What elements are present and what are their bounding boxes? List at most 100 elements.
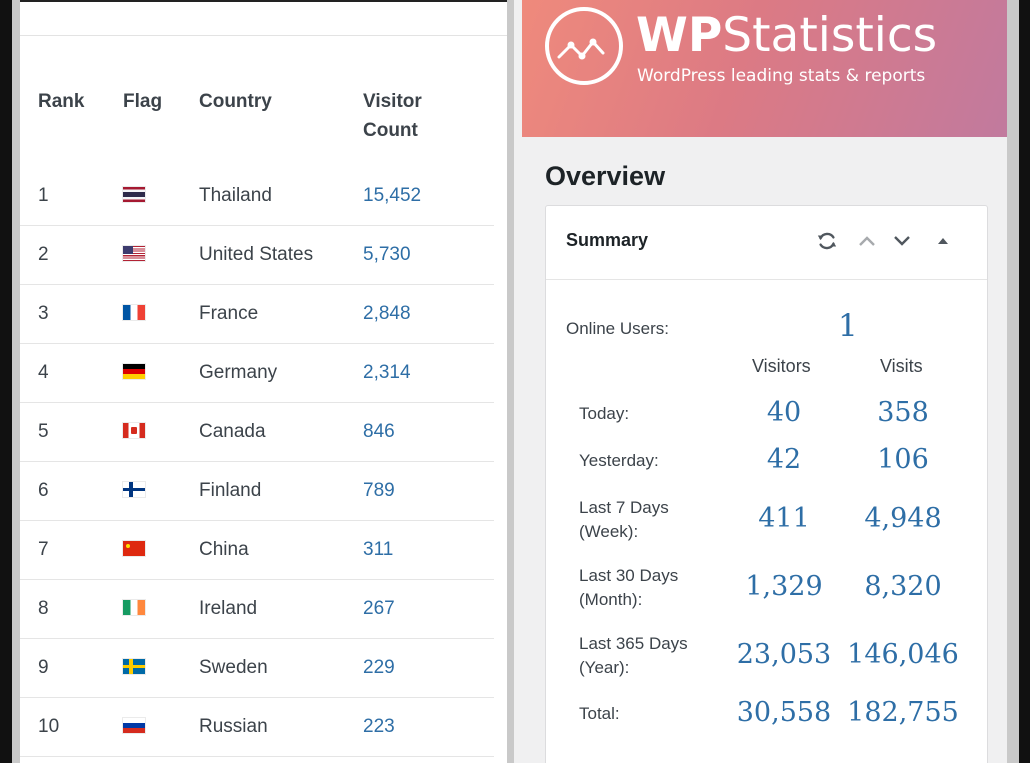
flag-sweden-icon — [123, 659, 145, 674]
rank-cell: 2 — [20, 225, 123, 285]
flag-russia-icon — [123, 718, 145, 733]
country-cell: France — [199, 284, 363, 344]
rank-cell: 6 — [20, 461, 123, 521]
today-visits[interactable]: 358 — [877, 397, 929, 428]
last-365-days-visits[interactable]: 146,046 — [847, 639, 959, 670]
country-cell: Sweden — [199, 638, 363, 698]
rank-cell: 4 — [20, 343, 123, 403]
overview-heading: Overview — [545, 161, 666, 191]
country-cell: Ireland — [199, 579, 363, 639]
visitor-count-link[interactable]: 846 — [363, 402, 494, 462]
flag-china-icon — [123, 541, 145, 556]
visitor-count-link[interactable]: 15,452 — [363, 167, 494, 226]
header-visitor-count-line2: Count — [363, 120, 418, 141]
visitor-count-link[interactable]: 223 — [363, 697, 494, 757]
wp-statistics-banner: WPStatistics WordPress leading stats & r… — [522, 0, 1007, 137]
online-users-value[interactable]: 1 — [838, 308, 858, 344]
move-down-button[interactable] — [887, 226, 917, 256]
last-30-days-visits[interactable]: 8,320 — [864, 571, 942, 602]
stat-label-last-7-days-line1: Last 7 Days — [579, 498, 669, 517]
rank-cell: 8 — [20, 579, 123, 639]
table-header-row: Rank Flag Country Visitor Count — [20, 70, 494, 167]
visitor-count-link[interactable]: 267 — [363, 579, 494, 639]
table-row: 8 Ireland 267 — [20, 579, 494, 639]
yesterday-visitors[interactable]: 42 — [766, 444, 802, 475]
table-row: 6 Finland 789 — [20, 461, 494, 521]
stat-label-last-7-days-line2: (Week): — [579, 522, 639, 541]
header-visitor-count: Visitor Count — [363, 70, 494, 167]
flag-canada-icon — [123, 423, 145, 438]
header-country: Country — [199, 91, 272, 112]
flag-united-states-icon — [123, 246, 145, 261]
visitor-count-link[interactable]: 229 — [363, 638, 494, 698]
visitor-count-link[interactable]: 2,314 — [363, 343, 494, 403]
table-row: 10 Russian 223 — [20, 697, 494, 757]
last-7-days-visits[interactable]: 4,948 — [864, 503, 942, 534]
last-30-days-visitors[interactable]: 1,329 — [745, 571, 823, 602]
stat-label-last-30-days-line1: Last 30 Days — [579, 566, 679, 585]
window-edge-left — [0, 0, 12, 763]
total-visitors[interactable]: 30,558 — [736, 697, 832, 728]
column-visits: Visits — [880, 356, 923, 376]
rank-cell: 5 — [20, 402, 123, 462]
table-row: 5 Canada 846 — [20, 402, 494, 462]
stat-label-yesterday: Yesterday: — [579, 451, 659, 470]
online-users-label: Online Users: — [566, 319, 669, 338]
panel-top-border — [20, 0, 507, 2]
panel-divider — [20, 35, 507, 36]
header-visitor-count-line1: Visitor — [363, 91, 422, 112]
rank-cell: 10 — [20, 697, 123, 757]
rank-cell: 7 — [20, 520, 123, 580]
stat-label-total: Total: — [579, 704, 620, 723]
summary-widget: Summary — [545, 205, 988, 763]
rank-cell: 3 — [20, 284, 123, 344]
visitor-count-link[interactable]: 789 — [363, 461, 494, 521]
collapse-icon — [938, 238, 948, 244]
header-flag: Flag — [123, 91, 163, 112]
header-rank: Rank — [38, 91, 85, 112]
stat-label-last-30-days: Last 30 Days (Month): — [579, 564, 678, 612]
brand-title-part1: WP — [636, 8, 723, 63]
today-visitors[interactable]: 40 — [766, 397, 802, 428]
total-visits[interactable]: 182,755 — [847, 697, 959, 728]
collapse-button[interactable] — [928, 226, 958, 256]
stat-label-last-365-days-line1: Last 365 Days — [579, 634, 688, 653]
flag-france-icon — [123, 305, 145, 320]
move-down-icon — [894, 236, 910, 246]
table-row: 7 China 311 — [20, 520, 494, 580]
stat-label-today: Today: — [579, 404, 630, 423]
country-cell: Germany — [199, 343, 363, 403]
refresh-button[interactable] — [812, 226, 842, 256]
window-edge-right — [1019, 0, 1030, 763]
flag-ireland-icon — [123, 600, 145, 615]
table-row: 3 France 2,848 — [20, 284, 494, 344]
brand-title-part2: Statistics — [722, 8, 938, 63]
brand-tagline: WordPress leading stats & reports — [637, 66, 926, 86]
country-cell: United States — [199, 225, 363, 285]
stat-label-last-365-days: Last 365 Days (Year): — [579, 632, 688, 680]
rank-cell: 9 — [20, 638, 123, 698]
stat-label-last-30-days-line2: (Month): — [579, 590, 643, 609]
move-up-icon — [859, 236, 875, 246]
last-7-days-visitors[interactable]: 411 — [758, 503, 810, 534]
country-cell: Canada — [199, 402, 363, 462]
table-row: 9 Sweden 229 — [20, 638, 494, 698]
stat-label-last-365-days-line2: (Year): — [579, 658, 630, 677]
summary-widget-header: Summary — [546, 206, 987, 280]
last-365-days-visitors[interactable]: 23,053 — [736, 639, 832, 670]
country-cell: China — [199, 520, 363, 580]
visitor-count-link[interactable]: 311 — [363, 520, 494, 580]
refresh-icon — [817, 232, 837, 250]
yesterday-visits[interactable]: 106 — [877, 444, 929, 475]
visitor-count-link[interactable]: 5,730 — [363, 225, 494, 285]
flag-finland-icon — [123, 482, 145, 497]
table-row: 4 Germany 2,314 — [20, 343, 494, 403]
country-cell: Finland — [199, 461, 363, 521]
chart-line-circle-icon — [545, 7, 623, 85]
flag-thailand-icon — [123, 187, 145, 202]
visitor-count-link[interactable]: 2,848 — [363, 284, 494, 344]
top-countries-panel: Rank Flag Country Visitor Count 1 Thailan… — [20, 0, 507, 763]
rank-cell: 1 — [20, 167, 123, 226]
move-up-button[interactable] — [852, 226, 882, 256]
table-row: 1 Thailand 15,452 — [20, 167, 494, 226]
